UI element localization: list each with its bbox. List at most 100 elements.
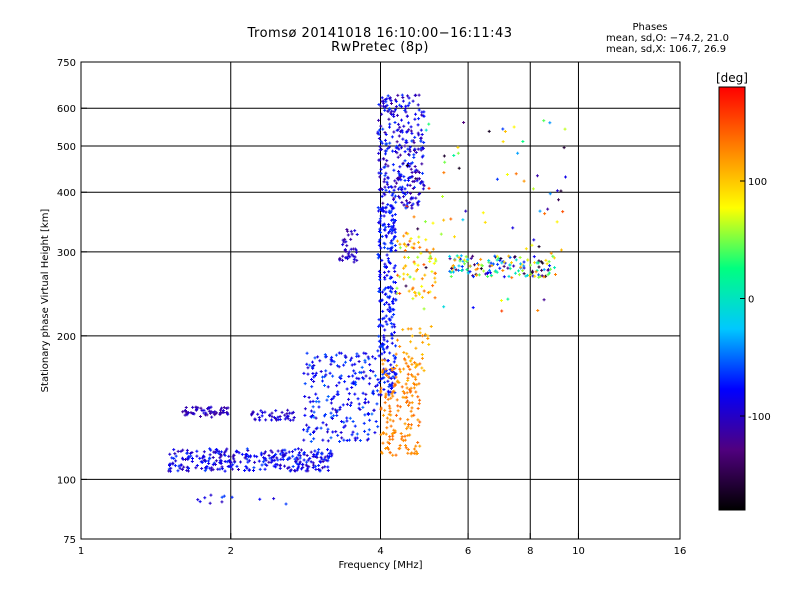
data-point <box>420 284 424 288</box>
data-point <box>460 269 464 273</box>
data-point <box>176 449 180 453</box>
data-point <box>415 452 419 456</box>
data-point <box>330 355 334 359</box>
data-point <box>390 333 394 337</box>
data-point <box>250 412 254 416</box>
data-point <box>379 124 383 128</box>
data-point <box>316 396 320 400</box>
data-point <box>407 101 411 105</box>
data-point <box>409 426 413 430</box>
data-point <box>296 453 300 457</box>
data-point <box>377 269 381 273</box>
data-point <box>386 94 390 98</box>
data-point <box>394 248 398 252</box>
data-point <box>253 417 257 421</box>
data-point <box>311 366 315 370</box>
data-point <box>391 226 395 230</box>
data-point <box>383 152 387 156</box>
data-point <box>286 414 290 418</box>
data-point <box>423 332 427 336</box>
data-point <box>380 141 384 145</box>
data-point <box>270 418 274 422</box>
data-point <box>314 371 318 375</box>
data-point <box>391 163 395 167</box>
data-point <box>390 315 394 319</box>
data-point <box>287 456 291 460</box>
data-point <box>191 405 195 409</box>
data-point <box>263 467 267 471</box>
data-point <box>383 292 387 296</box>
data-point <box>381 223 385 227</box>
data-point <box>360 365 364 369</box>
data-point <box>375 389 379 393</box>
data-point <box>189 411 193 415</box>
data-point <box>363 358 367 362</box>
data-point <box>211 411 215 415</box>
data-point <box>385 339 389 343</box>
data-point <box>391 437 395 441</box>
data-point <box>409 237 413 241</box>
data-point <box>399 173 403 177</box>
data-point <box>349 229 353 233</box>
data-point <box>386 164 390 168</box>
data-point <box>344 240 348 244</box>
data-point <box>211 468 215 472</box>
data-point <box>386 175 390 179</box>
data-point <box>397 381 401 385</box>
data-point <box>173 452 177 456</box>
data-point <box>267 460 271 464</box>
data-point <box>278 466 282 470</box>
data-point <box>398 417 402 421</box>
data-point <box>408 367 412 371</box>
data-point <box>382 214 386 218</box>
data-point <box>502 264 506 268</box>
data-point <box>404 361 408 365</box>
data-point <box>342 420 346 424</box>
data-point <box>410 204 414 208</box>
data-point <box>414 346 418 350</box>
data-point <box>329 401 333 405</box>
data-point <box>225 447 229 451</box>
y-tick-label: 750 <box>57 58 76 69</box>
data-point <box>386 202 390 206</box>
data-point <box>414 196 418 200</box>
data-point <box>385 445 389 449</box>
data-point <box>247 459 251 463</box>
data-point <box>327 451 331 455</box>
data-point <box>176 469 180 473</box>
x-tick-label: 4 <box>377 546 383 557</box>
data-point <box>311 399 315 403</box>
data-point <box>214 459 218 463</box>
data-point <box>396 155 400 159</box>
data-point <box>425 248 429 252</box>
data-point <box>219 411 223 415</box>
data-point <box>406 378 410 382</box>
data-point <box>227 454 231 458</box>
data-point <box>544 258 548 262</box>
data-point <box>388 309 392 313</box>
data-point <box>220 465 224 469</box>
data-point <box>387 441 391 445</box>
data-point <box>457 264 461 268</box>
data-point <box>213 462 217 466</box>
data-point <box>418 444 422 448</box>
data-point <box>381 201 385 205</box>
data-point <box>305 453 309 457</box>
data-point <box>214 447 218 451</box>
data-point <box>383 131 387 135</box>
data-point <box>341 243 345 247</box>
data-point <box>406 104 410 108</box>
data-point <box>381 413 385 417</box>
data-point <box>533 274 537 278</box>
data-point <box>413 365 417 369</box>
data-point <box>326 395 330 399</box>
data-point <box>493 254 497 258</box>
data-point <box>288 411 292 415</box>
data-point <box>379 104 383 108</box>
data-point <box>530 271 534 275</box>
data-point <box>347 392 351 396</box>
data-point <box>420 356 424 360</box>
data-point <box>318 459 322 463</box>
data-point <box>314 467 318 471</box>
data-point <box>220 500 224 504</box>
